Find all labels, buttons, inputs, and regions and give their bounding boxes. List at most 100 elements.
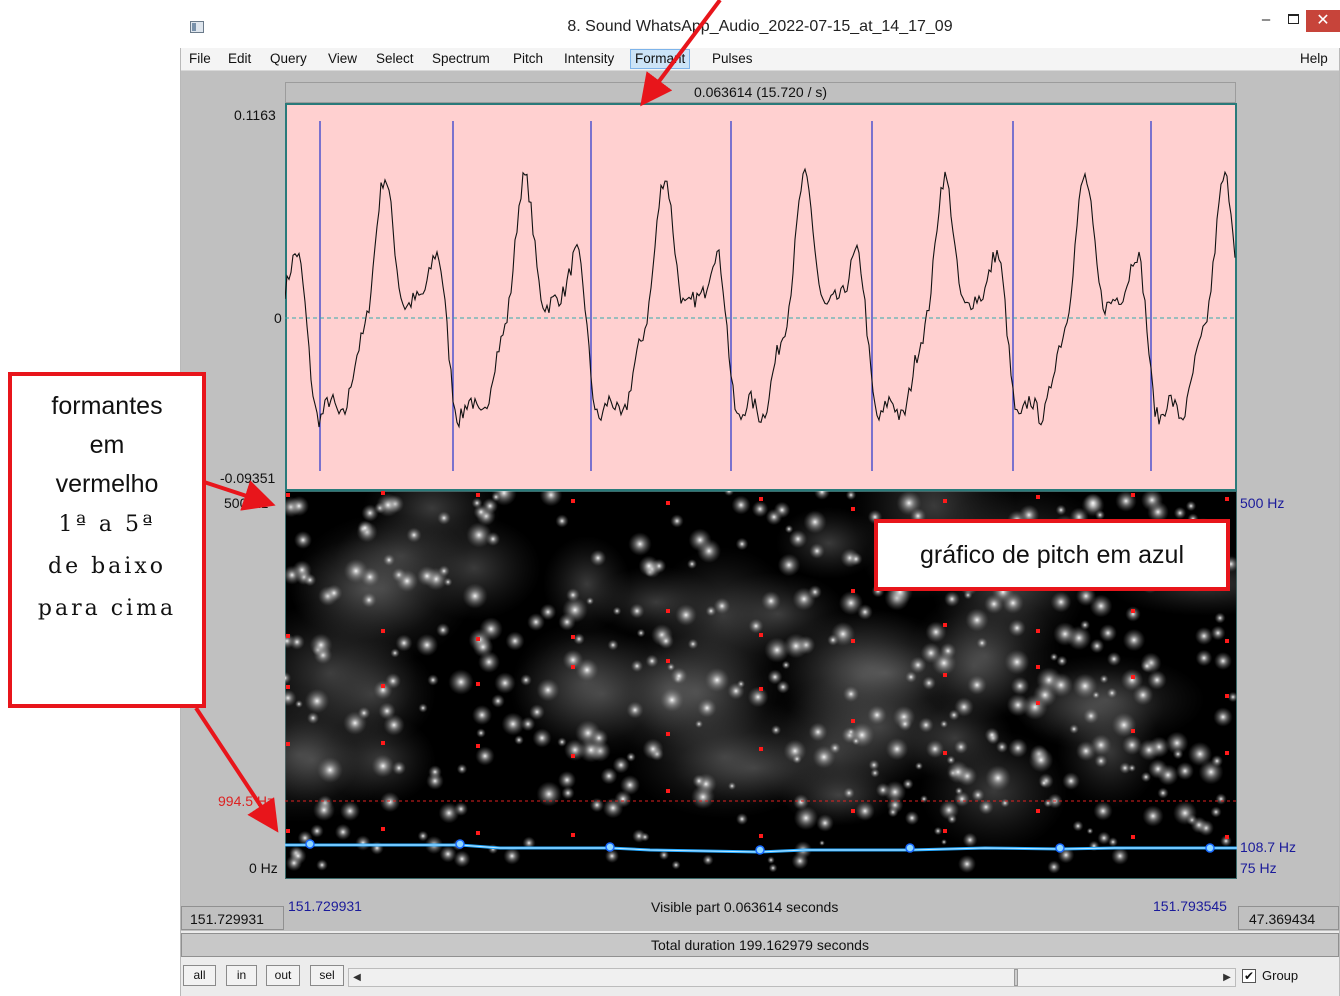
menu-view[interactable]: View [328,51,358,66]
pitch-y-bottom-right: 75 Hz [1240,860,1277,876]
formant-dot [476,493,480,497]
menu-formant[interactable]: Formant [630,49,691,69]
wave-y-zero: 0 [274,310,282,326]
zoom-all-button[interactable]: all [183,965,216,986]
formant-dot [1225,639,1229,643]
menu-help[interactable]: Help [1300,51,1328,66]
pitch-y-top-right: 500 Hz [1240,495,1285,511]
menu-intensity[interactable]: Intensity [564,51,615,66]
formant-dot [571,499,575,503]
menu-spectrum[interactable]: Spectrum [432,51,490,66]
formant-dot [759,687,763,691]
visible-end-time: 151.793545 [1153,898,1227,914]
formant-dot [381,684,385,688]
formant-dot [851,639,855,643]
praat-window-icon[interactable] [190,21,204,33]
maximize-button[interactable] [1280,10,1306,32]
menu-file[interactable]: File [189,51,211,66]
formant-dot [851,589,855,593]
formant-dot [381,491,385,495]
formant-dot [943,499,947,503]
scroll-thumb[interactable] [1014,969,1018,986]
formant-dot [666,789,670,793]
pitch-point [1055,843,1065,853]
formant-dot [1131,675,1135,679]
menu-select[interactable]: Select [376,51,414,66]
formant-dots [286,491,1229,839]
scroll-right-arrow-icon[interactable]: ▶ [1223,972,1231,983]
right-offset-value: 47.369434 [1249,911,1316,927]
formant-dot [381,827,385,831]
formant-dot [759,633,763,637]
formant-dot [1036,809,1040,813]
time-scrollbar[interactable] [348,968,1236,987]
formant-dot [759,747,763,751]
formant-dot [851,507,855,511]
formant-dot [286,493,290,497]
waveform-svg [285,121,1237,471]
left-offset-cell[interactable]: 151.729931 [181,906,284,930]
pitch-point [605,842,615,852]
group-label: Group [1262,968,1299,983]
formant-dot [666,501,670,505]
menu-query[interactable]: Query [270,51,307,66]
zoom-sel-button[interactable]: sel [310,965,344,986]
formant-dot [571,635,575,639]
formant-dot [1036,495,1040,499]
right-offset-cell[interactable]: 47.369434 [1238,906,1339,930]
formant-dot [1131,835,1135,839]
formant-ceiling-label: 994.5 Hz [218,793,275,809]
total-duration-bar[interactable]: Total duration 199.162979 seconds [181,933,1339,957]
formant-dot [759,497,763,501]
waveform-panel[interactable] [285,103,1237,491]
scroll-left-arrow-icon[interactable]: ◀ [353,972,361,983]
formant-dot [1131,493,1135,497]
group-checkbox[interactable]: ✔ [1242,969,1256,983]
pitch-point [305,839,315,849]
formant-dot [943,623,947,627]
annotation-line-3: vermelho [55,470,159,498]
menu-pulses[interactable]: Pulses [712,51,753,66]
formant-dot [476,831,480,835]
formant-dot [286,685,290,689]
formant-dot [476,682,480,686]
formant-dot [286,829,290,833]
formant-dot [286,634,290,638]
formant-dot [666,732,670,736]
zoom-in-button[interactable]: in [226,965,257,986]
formant-dot [476,637,480,641]
pulse-markers [319,121,1152,471]
annotation-line-6: para cima [37,596,177,621]
formant-dot [666,609,670,613]
menu-edit[interactable]: Edit [228,51,252,66]
formant-dot [1131,609,1135,613]
formant-dot [571,665,575,669]
title-bar[interactable] [180,10,1340,48]
pitch-contour-highlight [285,844,1237,853]
close-button[interactable]: ✕ [1306,10,1340,32]
formant-dot [1225,694,1229,698]
minimize-button[interactable]: – [1261,11,1271,28]
pitch-point [755,845,765,855]
formant-dot [666,659,670,663]
left-offset-value: 151.729931 [190,911,264,927]
menu-pitch[interactable]: Pitch [513,51,544,66]
formant-dot [1225,497,1229,501]
formant-dot [759,834,763,838]
window-title: 8. Sound WhatsApp_Audio_2022-07-15_at_14… [567,18,953,35]
visible-part-label[interactable]: Visible part 0.063614 seconds [651,899,839,915]
pitch-value-right: 108.7 Hz [1240,839,1297,855]
annotation-line-2: em [89,431,125,459]
formant-dot [381,629,385,633]
formant-dot [1036,629,1040,633]
selection-duration-bar[interactable]: 0.063614 (15.720 / s) [285,82,1236,103]
spec-y-bottom-left: 0 Hz [249,860,278,876]
formant-dot [943,829,947,833]
formant-dot [1131,729,1135,733]
maximize-icon [1288,14,1299,24]
pitch-points [305,839,1215,855]
zoom-out-button[interactable]: out [266,965,300,986]
formant-annotation-box: formantes em vermelho 1ª a 5ª de baixo p… [8,372,206,708]
annotation-line-5: de baixo [48,554,166,579]
pitch-annotation-text: gráfico de pitch em azul [919,541,1185,569]
